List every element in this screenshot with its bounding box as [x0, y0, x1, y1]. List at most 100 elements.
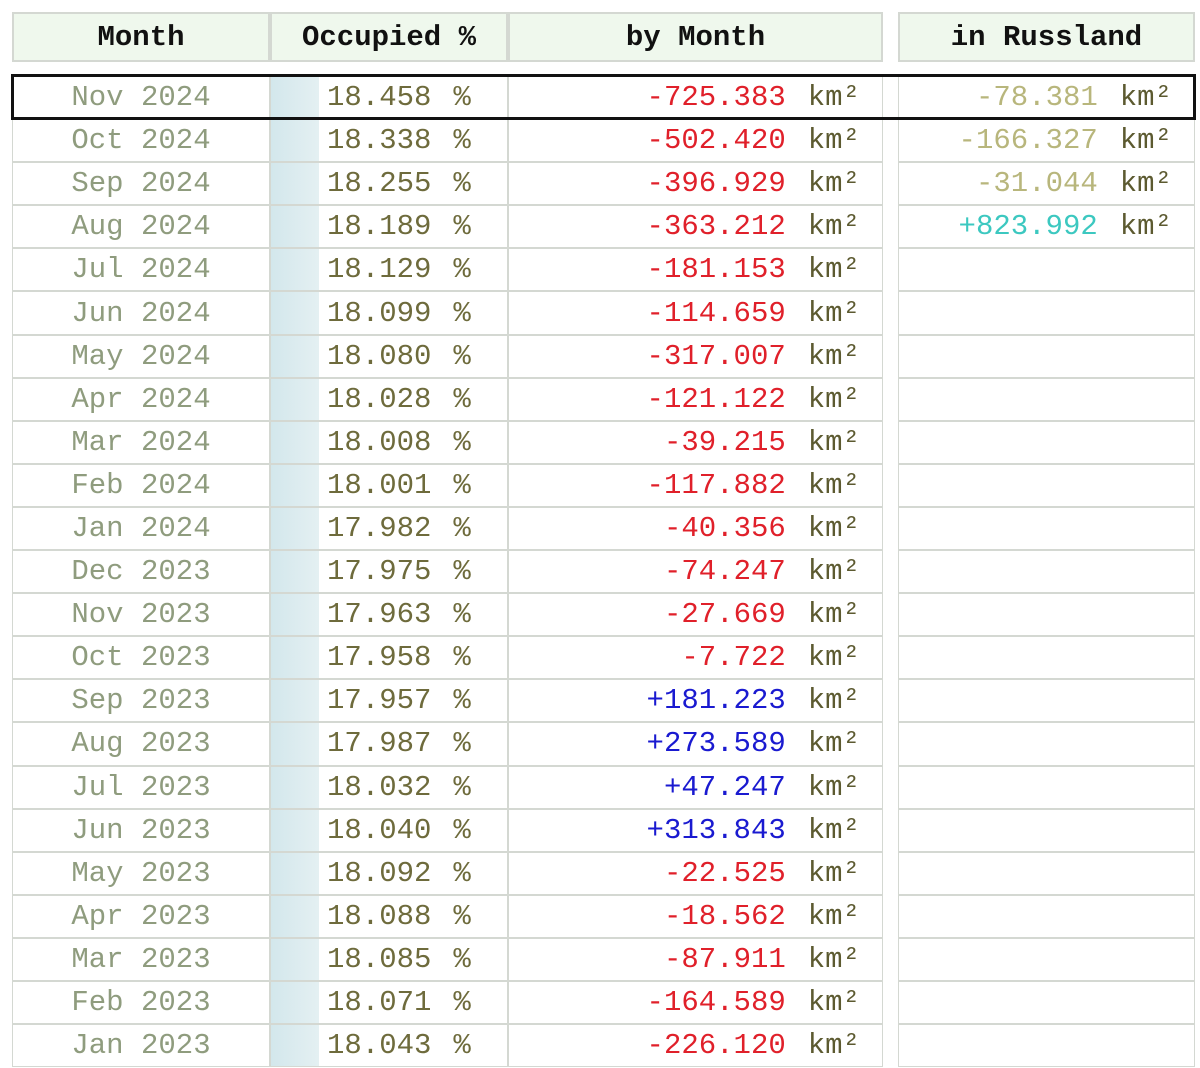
table-row[interactable]: Aug 2023 17.987% +273.589 km²: [0, 722, 1200, 766]
by-month-value: -181.153: [646, 253, 786, 287]
occupied-bar: [271, 120, 319, 162]
by-month-value: -74.247: [663, 555, 786, 589]
occupied-cell: 17.987%: [270, 722, 508, 766]
occupied-cell: 17.963%: [270, 593, 508, 637]
unit: km²: [807, 942, 860, 976]
occupied-bar: [271, 292, 319, 334]
russland-cell: [898, 808, 1195, 852]
percent-sign: %: [453, 555, 471, 589]
occupied-value: 17.982: [327, 511, 432, 545]
occupied-bar: [271, 335, 319, 377]
month-cell: Oct 2024: [12, 119, 270, 163]
occupied-value: 18.189: [327, 210, 432, 244]
by-month-value: -87.911: [663, 942, 786, 976]
table-row[interactable]: Feb 2024 18.001% -117.882 km²: [0, 463, 1200, 507]
occupied-cell: 18.008%: [270, 420, 508, 464]
header-occupied[interactable]: Occupied %: [270, 12, 508, 62]
month-cell: Jun 2024: [12, 291, 270, 335]
unit: km²: [807, 210, 860, 244]
month-cell: Feb 2023: [12, 980, 270, 1025]
by-month-cell: -22.525 km²: [508, 851, 883, 895]
percent-sign: %: [453, 899, 471, 933]
unit: km²: [807, 253, 860, 287]
by-month-value: -396.929: [646, 167, 786, 201]
percent-sign: %: [453, 253, 471, 287]
russland-cell: [898, 722, 1195, 766]
month-cell: Jul 2023: [12, 765, 270, 809]
table-row[interactable]: Apr 2023 18.088% -18.562 km²: [0, 894, 1200, 938]
occupied-bar: [271, 680, 319, 722]
occupied-bar: [271, 77, 319, 119]
table-row[interactable]: Nov 2023 17.963% -27.669 km²: [0, 593, 1200, 637]
occupied-value: 17.958: [327, 641, 432, 675]
unit: km²: [807, 511, 860, 545]
russland-cell: [898, 894, 1195, 938]
unit: km²: [807, 899, 860, 933]
table-row[interactable]: Feb 2023 18.071% -164.589 km²: [0, 980, 1200, 1025]
unit: km²: [1119, 210, 1172, 244]
occupied-value: 17.987: [327, 727, 432, 761]
occupied-cell: 18.092%: [270, 851, 508, 895]
header-month[interactable]: Month: [12, 12, 270, 62]
unit: km²: [1119, 124, 1172, 158]
russland-cell: [898, 334, 1195, 378]
month-cell: Nov 2023: [12, 593, 270, 637]
percent-sign: %: [453, 296, 471, 330]
occupied-value: 17.963: [327, 598, 432, 632]
table-row[interactable]: Nov 2024 18.458% -725.383 km² -78.381 km²: [0, 76, 1200, 120]
unit: km²: [807, 81, 860, 115]
by-month-value: -164.589: [646, 986, 786, 1020]
occupied-cell: 18.071%: [270, 980, 508, 1025]
table-row[interactable]: Oct 2023 17.958% -7.722 km²: [0, 636, 1200, 680]
by-month-cell: -18.562 km²: [508, 894, 883, 938]
by-month-cell: -226.120 km²: [508, 1024, 883, 1068]
table-row[interactable]: Apr 2024 18.028% -121.122 km²: [0, 377, 1200, 421]
occupied-value: 18.028: [327, 382, 432, 416]
table-row[interactable]: Sep 2023 17.957% +181.223 km²: [0, 679, 1200, 723]
table-row[interactable]: Jan 2024 17.982% -40.356 km²: [0, 506, 1200, 551]
percent-sign: %: [453, 124, 471, 158]
unit: km²: [1119, 81, 1172, 115]
by-month-cell: -363.212 km²: [508, 205, 883, 249]
table-row[interactable]: Jun 2024 18.099% -114.659 km²: [0, 291, 1200, 335]
unit: km²: [807, 339, 860, 373]
occupied-value: 17.975: [327, 555, 432, 589]
table-row[interactable]: May 2024 18.080% -317.007 km²: [0, 334, 1200, 378]
table-row[interactable]: Mar 2024 18.008% -39.215 km²: [0, 420, 1200, 464]
month-cell: Jan 2024: [12, 506, 270, 551]
table-row[interactable]: Oct 2024 18.338% -502.420 km² -166.327 km²: [0, 119, 1200, 163]
occupied-bar: [271, 1025, 319, 1067]
header-in-russland[interactable]: in Russland: [898, 12, 1195, 62]
table-row[interactable]: Jun 2023 18.040% +313.843 km²: [0, 808, 1200, 852]
russland-cell: [898, 506, 1195, 551]
table-row[interactable]: Sep 2024 18.255% -396.929 km² -31.044 km²: [0, 162, 1200, 206]
table-row[interactable]: Jan 2023 18.043% -226.120 km²: [0, 1024, 1200, 1068]
unit: km²: [807, 856, 860, 890]
table-row[interactable]: Dec 2023 17.975% -74.247 km²: [0, 550, 1200, 594]
percent-sign: %: [453, 1029, 471, 1063]
occupied-bar: [271, 551, 319, 593]
table-row[interactable]: Jul 2024 18.129% -181.153 km²: [0, 248, 1200, 292]
occupied-value: 18.458: [327, 81, 432, 115]
unit: km²: [807, 986, 860, 1020]
occupied-value: 18.040: [327, 813, 432, 847]
month-cell: Feb 2024: [12, 463, 270, 507]
unit: km²: [807, 727, 860, 761]
table-row[interactable]: May 2023 18.092% -22.525 km²: [0, 851, 1200, 895]
occupied-cell: 18.043%: [270, 1024, 508, 1068]
by-month-cell: -7.722 km²: [508, 636, 883, 680]
month-cell: Apr 2023: [12, 894, 270, 938]
by-month-cell: -74.247 km²: [508, 550, 883, 594]
occupied-bar: [271, 637, 319, 679]
by-month-value: -39.215: [663, 425, 786, 459]
table-row[interactable]: Mar 2023 18.085% -87.911 km²: [0, 937, 1200, 981]
russland-cell: [898, 377, 1195, 421]
header-by-month[interactable]: by Month: [508, 12, 883, 62]
table-row[interactable]: Aug 2024 18.189% -363.212 km² +823.992 km²: [0, 205, 1200, 249]
table-row[interactable]: Jul 2023 18.032% +47.247 km²: [0, 765, 1200, 809]
russland-cell: [898, 291, 1195, 335]
by-month-cell: -121.122 km²: [508, 377, 883, 421]
occupied-cell: 18.129%: [270, 248, 508, 292]
month-cell: Dec 2023: [12, 550, 270, 594]
russland-cell: [898, 1024, 1195, 1068]
